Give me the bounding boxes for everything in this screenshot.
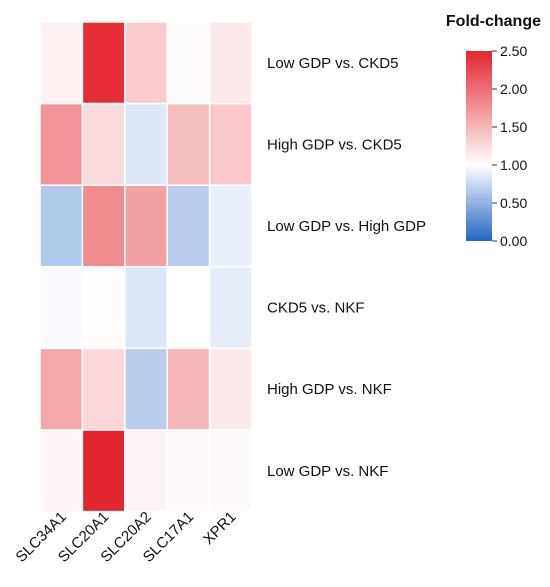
legend-ticks: 2.50 2.00 1.50 1.00 0.50 0.00 [492, 43, 527, 249]
heatmap-cell [208, 21, 253, 105]
heatmap-cell [81, 429, 126, 513]
column-label: XPR1 [200, 508, 240, 548]
heatmap-cell [208, 266, 253, 350]
heatmap-cell [166, 21, 211, 105]
row-label: Low GDP vs. CKD5 [267, 55, 398, 72]
heatmap-cell [166, 429, 211, 513]
row-label: Low GDP vs. NKF [267, 463, 388, 480]
row-label: CKD5 vs. NKF [267, 300, 365, 317]
heatmap-cell [39, 347, 84, 431]
heatmap-cell [81, 21, 126, 105]
heatmap-cells [39, 21, 253, 513]
heatmap-cell [124, 347, 168, 431]
heatmap-cell [39, 21, 84, 105]
heatmap-cell [124, 266, 168, 350]
heatmap-cell [124, 102, 168, 186]
row-label: High GDP vs. NKF [267, 381, 392, 398]
heatmap-cell [166, 102, 211, 186]
legend-tick-label: 1.00 [500, 157, 527, 173]
heatmap-cell [208, 429, 253, 513]
legend-color-bar [466, 51, 492, 241]
heatmap-cell [81, 184, 126, 268]
heatmap-cell [39, 266, 84, 350]
heatmap-cell [81, 266, 126, 350]
legend-tick-label: 2.00 [500, 81, 527, 97]
heatmap-cell [208, 347, 253, 431]
legend-tick-label: 1.50 [500, 119, 527, 135]
heatmap-cell [166, 266, 211, 350]
heatmap-cell [208, 184, 253, 268]
heatmap-cell [208, 102, 253, 186]
heatmap-cell [81, 347, 126, 431]
row-labels: Low GDP vs. CKD5 High GDP vs. CKD5 Low GDP… [267, 55, 426, 480]
color-legend: Fold-change 2.50 2.00 1.50 1.00 0.50 0.00 [446, 13, 541, 249]
heatmap-cell [39, 184, 84, 268]
heatmap-cell [39, 429, 84, 513]
heatmap-cell [124, 184, 168, 268]
legend-tick-label: 0.00 [500, 233, 527, 249]
heatmap-cell [166, 347, 211, 431]
heatmap-cell [124, 429, 168, 513]
row-label: High GDP vs. CKD5 [267, 136, 402, 153]
heatmap-cell [124, 21, 168, 105]
heatmap-cell [81, 102, 126, 186]
heatmap-cell [166, 184, 211, 268]
legend-tick-label: 2.50 [500, 43, 527, 59]
legend-title: Fold-change [446, 13, 541, 30]
row-label: Low GDP vs. High GDP [267, 218, 426, 235]
legend-tick-label: 0.50 [500, 195, 527, 211]
heatmap-cell [39, 102, 84, 186]
